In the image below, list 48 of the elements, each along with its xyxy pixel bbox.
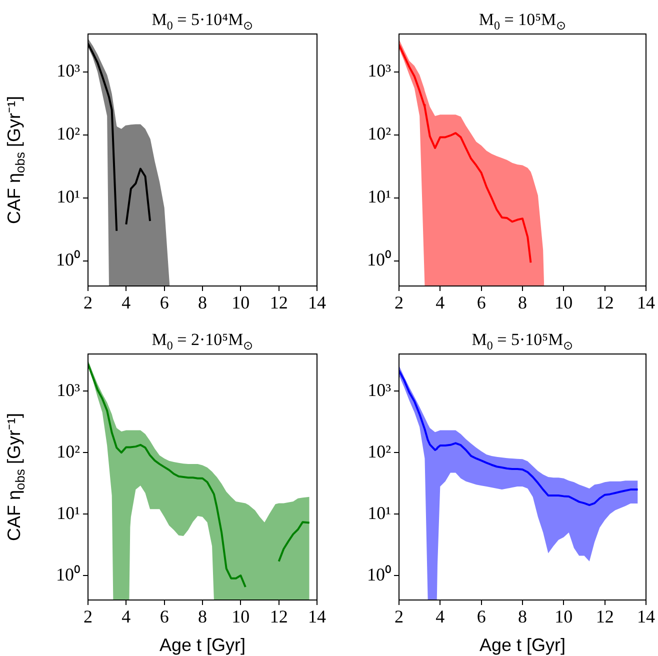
y-tick-label: 10² <box>56 441 80 462</box>
x-tick-label: 2 <box>84 292 92 313</box>
y-tick-label: 10⁰ <box>367 250 391 270</box>
x-tick-label: 10 <box>232 606 250 627</box>
x-tick-label: 14 <box>308 292 326 313</box>
x-tick-label: 6 <box>160 292 169 313</box>
x-tick-label: 2 <box>84 606 92 627</box>
x-tick-label: 12 <box>270 606 288 627</box>
y-tick-label: 10¹ <box>368 186 391 207</box>
x-tick-label: 6 <box>476 606 486 627</box>
y-tick-label: 10¹ <box>56 502 80 523</box>
y-tick-label: 10⁰ <box>56 564 80 584</box>
x-tick-label: 10 <box>232 292 250 313</box>
x-tick-label: 4 <box>436 606 445 627</box>
y-tick-label: 10⁰ <box>56 250 80 270</box>
y-tick-label: 10² <box>368 124 391 144</box>
x-axis-title: Age t [Gyr] <box>159 635 246 655</box>
x-tick-label: 2 <box>394 606 404 627</box>
x-tick-label: 8 <box>198 292 207 313</box>
x-tick-label: 10 <box>554 292 573 313</box>
x-tick-label: 8 <box>518 292 527 313</box>
x-axis-title: Age t [Gyr] <box>479 635 566 655</box>
y-tick-label: 10³ <box>368 60 392 81</box>
x-tick-label: 14 <box>637 292 655 313</box>
y-axis-title: CAF ηobs [Gyr⁻¹] <box>4 413 28 541</box>
y-tick-label: 10¹ <box>56 186 80 207</box>
y-tick-label: 10¹ <box>368 502 391 523</box>
x-tick-label: 4 <box>122 606 131 627</box>
x-tick-label: 8 <box>198 606 207 627</box>
x-tick-label: 4 <box>122 292 131 313</box>
y-axis-title: CAF ηobs [Gyr⁻¹] <box>4 96 28 224</box>
y-tick-label: 10⁰ <box>367 564 391 584</box>
y-tick-label: 10³ <box>56 60 81 81</box>
x-tick-label: 14 <box>308 606 326 627</box>
y-tick-label: 10³ <box>56 380 81 400</box>
x-tick-label: 6 <box>476 292 486 313</box>
x-tick-label: 6 <box>160 606 169 627</box>
x-tick-label: 8 <box>518 606 527 627</box>
y-tick-label: 10² <box>56 124 80 144</box>
x-tick-label: 12 <box>270 292 288 313</box>
x-tick-label: 4 <box>436 292 445 313</box>
x-tick-label: 12 <box>596 292 614 313</box>
y-tick-label: 10³ <box>368 380 392 400</box>
x-tick-label: 10 <box>554 606 573 627</box>
x-tick-label: 12 <box>596 606 614 627</box>
y-tick-label: 10² <box>368 441 391 462</box>
x-tick-label: 14 <box>637 606 655 627</box>
x-tick-label: 2 <box>394 292 404 313</box>
